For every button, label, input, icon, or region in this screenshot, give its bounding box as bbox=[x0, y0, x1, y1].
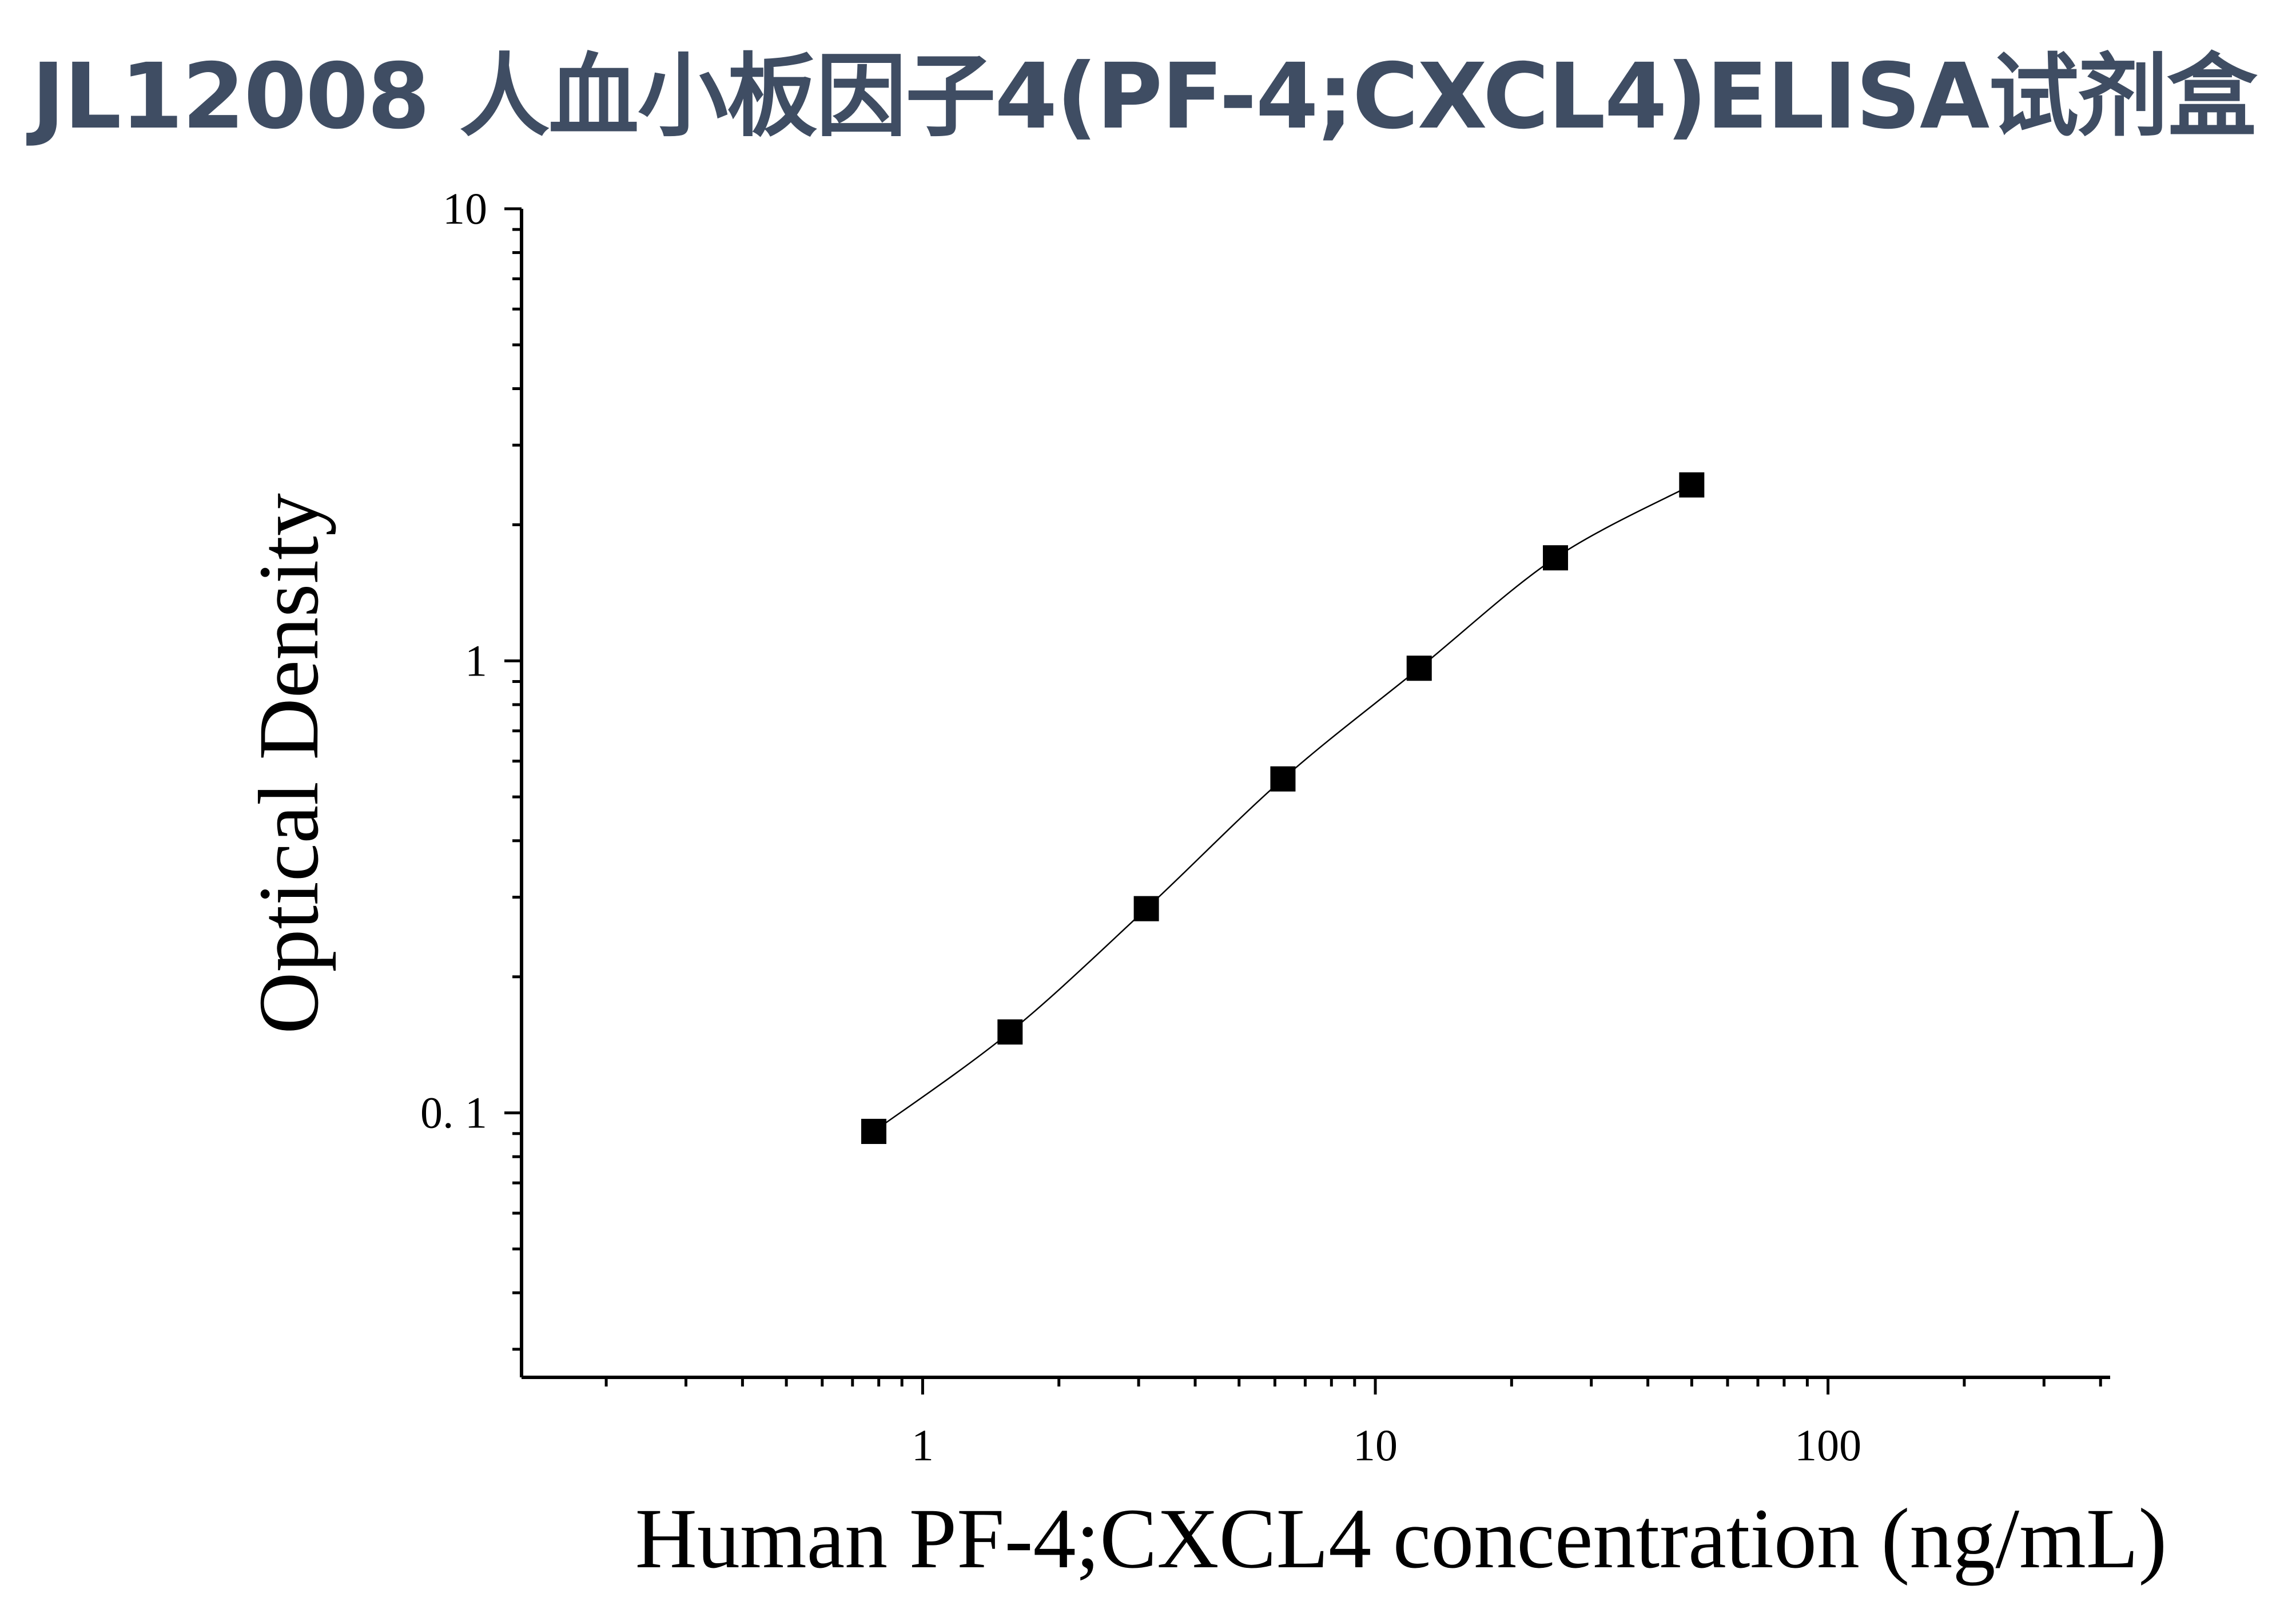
y-axis-major-ticks bbox=[504, 207, 522, 1115]
data-point bbox=[1679, 472, 1705, 498]
data-point bbox=[1406, 655, 1432, 681]
y-axis-tick-labels: 0. 1 1 10 bbox=[420, 184, 487, 1138]
y-tick-label: 0. 1 bbox=[420, 1088, 487, 1138]
x-axis-tick-labels: 1 10 100 bbox=[912, 1420, 1861, 1470]
x-axis-major-ticks bbox=[921, 1377, 1830, 1395]
y-axis-label: Optical Density bbox=[241, 493, 336, 1034]
y-tick-label: 1 bbox=[465, 635, 487, 685]
data-point bbox=[1270, 766, 1296, 792]
x-tick-label: 100 bbox=[1794, 1420, 1861, 1470]
x-tick-label: 1 bbox=[912, 1420, 934, 1470]
data-point bbox=[1133, 896, 1159, 921]
x-tick-label: 10 bbox=[1353, 1420, 1398, 1470]
data-point bbox=[1543, 545, 1569, 571]
fitted-curve bbox=[873, 484, 1692, 1133]
x-axis-label: Human PF-4;CXCL4 concentration (ng/mL) bbox=[635, 1491, 2167, 1586]
y-tick-label: 10 bbox=[443, 184, 487, 233]
data-point bbox=[997, 1019, 1023, 1045]
data-points bbox=[861, 472, 1705, 1145]
data-point bbox=[861, 1119, 886, 1145]
chart-title: JL12008 人血小板因子4(PF-4;CXCL4)ELISA试剂盒 bbox=[31, 44, 2257, 149]
